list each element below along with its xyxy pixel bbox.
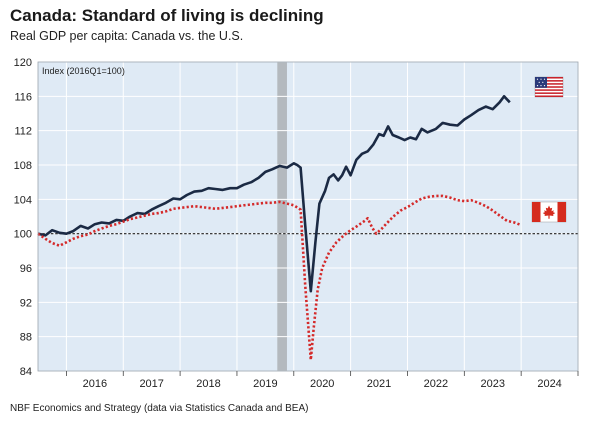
plot-border bbox=[37, 61, 579, 372]
recession-shade-layer bbox=[277, 62, 287, 371]
index-annotation: Index (2016Q1=100) bbox=[42, 66, 125, 76]
chart-title: Canada: Standard of living is declining bbox=[10, 6, 324, 25]
y-tick-label: 88 bbox=[20, 332, 32, 344]
recession-shade bbox=[277, 62, 287, 371]
x-tick-label: 2022 bbox=[424, 378, 448, 390]
y-tick-label: 116 bbox=[14, 91, 32, 103]
series-line-canada bbox=[37, 194, 522, 362]
x-tick-label: 2020 bbox=[310, 378, 334, 390]
x-tick-label: 2016 bbox=[83, 378, 107, 390]
series-layer bbox=[37, 95, 522, 362]
x-tick-label: 2024 bbox=[537, 378, 561, 390]
x-tick-label: 2018 bbox=[196, 378, 220, 390]
y-tick-label: 96 bbox=[20, 263, 32, 275]
series-line-us bbox=[37, 95, 511, 293]
x-axis-ticks: 2016 2017 2018 2019 2020 2021 2022 2023 2024 bbox=[66, 371, 579, 390]
chart-subtitle: Real GDP per capita: Canada vs. the U.S. bbox=[10, 29, 244, 43]
source-note: NBF Economics and Strategy (data via Sta… bbox=[10, 403, 309, 414]
x-tick-label: 2023 bbox=[480, 378, 504, 390]
y-tick-label: 84 bbox=[20, 366, 32, 378]
x-tick-label: 2017 bbox=[139, 378, 163, 390]
plot-area bbox=[38, 62, 578, 371]
y-tick-label: 108 bbox=[14, 160, 32, 172]
canada-flag-icon bbox=[531, 201, 567, 223]
y-tick-label: 120 bbox=[14, 57, 32, 69]
y-axis-ticks: 84 88 92 96 100 104 108 112 116 120 bbox=[14, 57, 32, 378]
y-tick-label: 104 bbox=[14, 194, 32, 206]
x-tick-label: 2019 bbox=[253, 378, 277, 390]
x-tick-label: 2021 bbox=[367, 378, 391, 390]
y-tick-label: 100 bbox=[14, 229, 32, 241]
y-tick-label: 112 bbox=[14, 126, 32, 138]
y-tick-label: 92 bbox=[20, 297, 32, 309]
us-flag-icon bbox=[534, 76, 564, 98]
